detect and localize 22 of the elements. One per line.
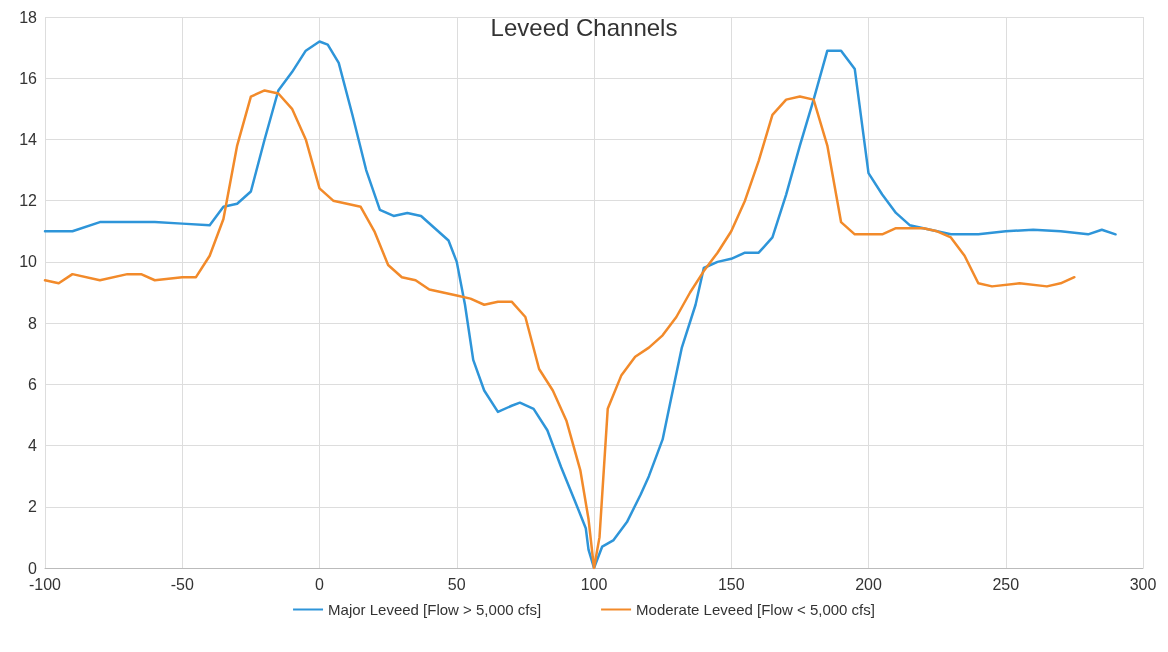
- x-tick-label: 250: [992, 575, 1020, 593]
- y-tick-label: 8: [28, 314, 38, 332]
- y-tick-label: 4: [28, 437, 38, 455]
- y-tick-label: 18: [19, 8, 38, 26]
- y-tick-label: 16: [19, 69, 38, 87]
- x-tick-label: 200: [855, 575, 882, 593]
- legend-label: Major Leveed [Flow > 5,000 cfs]: [328, 601, 542, 618]
- y-tick-label: 14: [19, 130, 38, 148]
- y-tick-label: 2: [28, 498, 38, 516]
- chart-title: Leveed Channels: [490, 13, 678, 41]
- y-tick-label: 6: [28, 375, 38, 393]
- x-tick-label: 50: [447, 575, 466, 593]
- x-tick-label: 300: [1129, 575, 1157, 593]
- x-tick-label: 0: [315, 575, 325, 593]
- y-tick-label: 12: [19, 192, 38, 210]
- legend-label: Moderate Leveed [Flow < 5,000 cfs]: [636, 601, 875, 618]
- x-tick-label: -100: [28, 575, 62, 593]
- y-tick-label: 10: [19, 253, 38, 271]
- x-tick-label: 150: [717, 575, 745, 593]
- x-tick-label: -50: [170, 575, 194, 593]
- y-tick-label: 0: [28, 559, 38, 577]
- x-tick-label: 100: [580, 575, 608, 593]
